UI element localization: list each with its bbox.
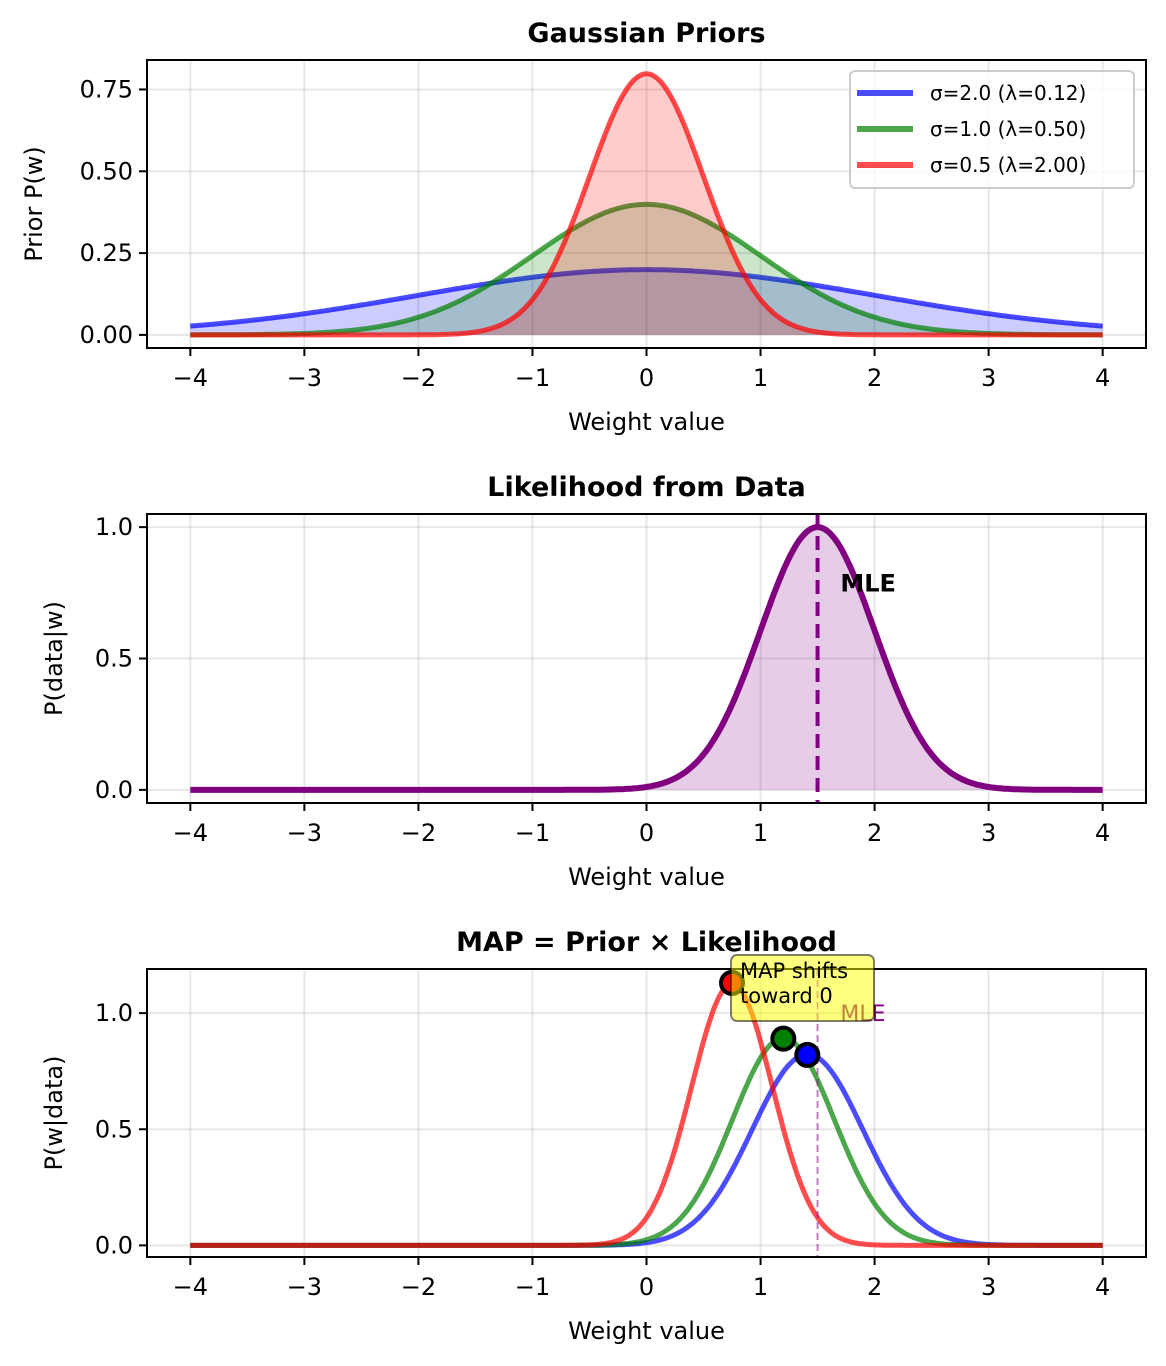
legend: σ=2.0 (λ=0.12) σ=1.0 (λ=0.50) σ=0.5 (λ=2.0… (849, 70, 1135, 189)
x-tick-label: 0 (639, 819, 654, 847)
chart-title: MAP = Prior × Likelihood (456, 927, 837, 958)
legend-label: σ=0.5 (λ=2.00) (930, 153, 1086, 177)
x-tick-label: −4 (173, 364, 208, 392)
x-tick-label: −4 (173, 819, 208, 847)
series-line (190, 267, 1103, 329)
x-tick-label: 1 (753, 819, 768, 847)
x-tick-label: 2 (867, 819, 882, 847)
series-line (190, 71, 1103, 338)
panel-2: −4 −3 −2 −1 0 1 2 3 4 0.0 0.5 1.0 Likelihood from Da… (40, 472, 1147, 891)
x-tick-label: 4 (1095, 364, 1110, 392)
x-tick-label: −1 (515, 819, 550, 847)
mle-annotation: MLE (840, 570, 896, 598)
y-tick-label: 0.50 (80, 157, 133, 185)
y-tick-label: 1.0 (95, 513, 133, 541)
panel-3: −4 −3 −2 −1 0 1 2 3 4 0.0 0.5 1.0 MAP = Prior × Like… (40, 927, 1147, 1345)
x-axis-label: Weight value (568, 863, 725, 891)
x-axis-label: Weight value (568, 1317, 725, 1345)
legend-frame (849, 70, 1135, 189)
x-tick-label: −2 (401, 364, 436, 392)
x-tick-label: 4 (1095, 819, 1110, 847)
x-tick-label: 3 (981, 819, 996, 847)
x-tick-label: 1 (753, 1273, 768, 1301)
x-tick-label: −2 (401, 1273, 436, 1301)
x-tick-label: −2 (401, 819, 436, 847)
chart-title: Likelihood from Data (487, 472, 805, 503)
y-axis-label: P(w|data) (40, 1056, 68, 1171)
x-tick-label: 3 (981, 1273, 996, 1301)
plot-area (189, 514, 1104, 803)
x-tick-label: 3 (981, 364, 996, 392)
annotation-box (730, 954, 875, 1022)
legend-label: σ=2.0 (λ=0.12) (930, 81, 1086, 105)
y-tick-label: 0.25 (80, 239, 133, 267)
x-tick-label: −3 (287, 364, 322, 392)
series-line (190, 981, 1103, 1248)
y-axis-label: P(data|w) (40, 601, 68, 716)
x-axis-label: Weight value (568, 408, 725, 436)
x-tick-label: 4 (1095, 1273, 1110, 1301)
annotation-text: MAP shifts (740, 959, 848, 983)
plot-area (190, 71, 1103, 338)
annotation-text: toward 0 (740, 984, 833, 1008)
panel-1: −4 −3 −2 −1 0 1 2 3 4 0.00 0.25 0.50 0.75 Gaussian Pr… (20, 18, 1147, 436)
series-line (190, 201, 1103, 338)
x-tick-label: 0 (639, 364, 654, 392)
map-point (794, 1041, 821, 1068)
x-tick-label: −1 (515, 1273, 550, 1301)
chart-title: Gaussian Priors (527, 18, 765, 49)
plot-area (190, 969, 1103, 1257)
x-tick-label: 1 (753, 364, 768, 392)
map-point (770, 1025, 797, 1052)
x-tick-label: 2 (867, 1273, 882, 1301)
legend-label: σ=1.0 (λ=0.50) (930, 117, 1086, 141)
series-line (189, 524, 1104, 793)
x-tick-label: −3 (287, 1273, 322, 1301)
series-fill (190, 527, 1103, 790)
x-tick-label: −1 (515, 364, 550, 392)
series-fill (190, 204, 1103, 335)
series-fill (190, 73, 1103, 335)
x-tick-label: −4 (173, 1273, 208, 1301)
x-tick-label: −3 (287, 819, 322, 847)
y-tick-label: 0.75 (80, 75, 133, 103)
x-tick-label: 2 (867, 364, 882, 392)
y-tick-label: 0.00 (80, 321, 133, 349)
x-tick-label: 0 (639, 1273, 654, 1301)
y-axis-label: Prior P(w) (20, 146, 48, 262)
y-tick-label: 1.0 (95, 999, 133, 1027)
y-tick-label: 0.5 (95, 645, 133, 673)
y-tick-label: 0.0 (95, 1231, 133, 1259)
y-tick-label: 0.5 (95, 1115, 133, 1143)
y-tick-label: 0.0 (95, 776, 133, 804)
